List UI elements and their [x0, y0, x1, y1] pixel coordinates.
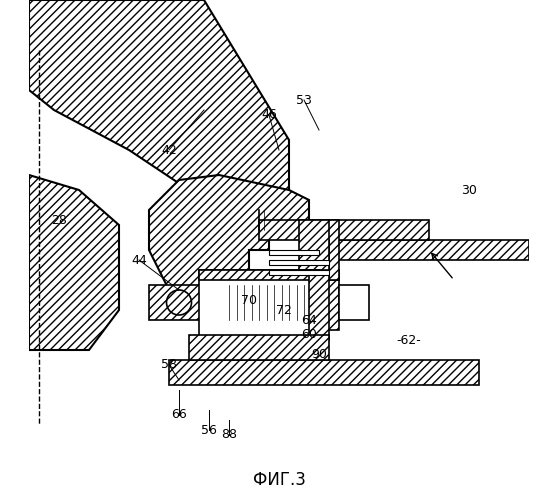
- Polygon shape: [189, 335, 329, 360]
- Text: 46: 46: [261, 108, 277, 122]
- Text: 70: 70: [241, 294, 257, 306]
- Polygon shape: [149, 175, 309, 300]
- Text: -62-: -62-: [397, 334, 421, 346]
- Text: 90: 90: [311, 348, 327, 362]
- Polygon shape: [199, 270, 319, 280]
- Text: 30: 30: [461, 184, 477, 196]
- Polygon shape: [314, 270, 339, 280]
- Text: 44: 44: [131, 254, 147, 266]
- Polygon shape: [219, 285, 304, 320]
- Polygon shape: [269, 260, 329, 265]
- Polygon shape: [339, 285, 369, 320]
- Polygon shape: [299, 220, 329, 280]
- Text: 64: 64: [301, 314, 317, 326]
- Text: 56: 56: [201, 424, 217, 436]
- Text: 72: 72: [276, 304, 292, 316]
- Text: 66: 66: [171, 408, 187, 422]
- Polygon shape: [149, 285, 209, 320]
- Polygon shape: [29, 175, 119, 350]
- Text: ФИГ.3: ФИГ.3: [253, 471, 305, 489]
- Polygon shape: [269, 250, 319, 255]
- Polygon shape: [309, 270, 329, 340]
- Text: 58: 58: [161, 358, 177, 372]
- Polygon shape: [304, 275, 339, 330]
- Polygon shape: [309, 240, 529, 260]
- Text: 28: 28: [51, 214, 67, 226]
- Text: 88: 88: [221, 428, 237, 442]
- Polygon shape: [29, 0, 289, 210]
- Text: 53: 53: [296, 94, 312, 106]
- Polygon shape: [259, 220, 339, 280]
- Polygon shape: [319, 220, 429, 240]
- Polygon shape: [169, 360, 479, 385]
- Text: 60: 60: [301, 328, 317, 342]
- Text: 42: 42: [161, 144, 177, 156]
- Polygon shape: [199, 270, 319, 340]
- Polygon shape: [199, 285, 224, 320]
- Polygon shape: [269, 270, 329, 275]
